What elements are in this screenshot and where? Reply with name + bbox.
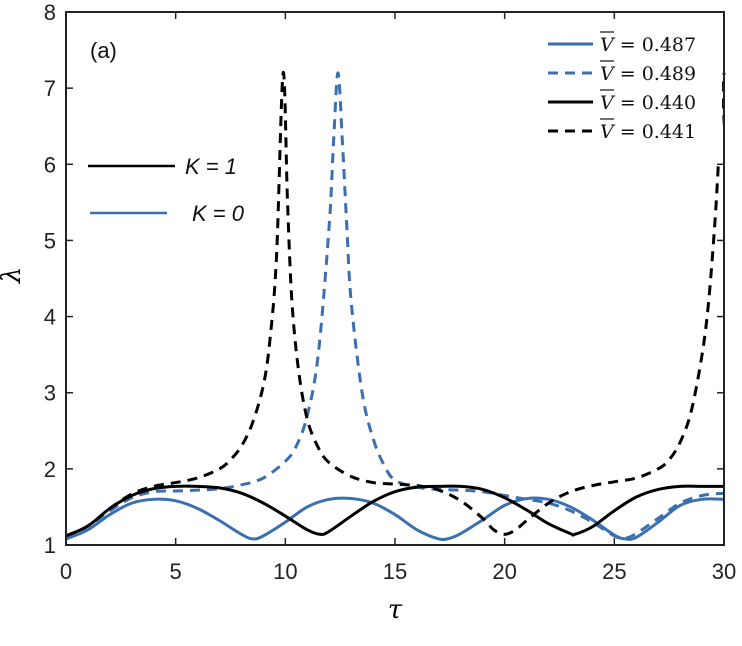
panel-label: (a) — [90, 38, 117, 63]
legend-v-symbol: V — [600, 34, 616, 56]
legend-v-symbol: V — [600, 121, 616, 143]
legend-label: V = 0.489 — [600, 63, 696, 85]
y-axis-label: λ — [0, 267, 27, 284]
legend-value: = 0.441 — [620, 121, 696, 143]
y-tick-label: 5 — [44, 228, 56, 253]
legend-label: V = 0.441 — [600, 121, 696, 143]
legend-value: = 0.489 — [620, 63, 696, 85]
legend-value: = 0.440 — [620, 92, 696, 114]
legend-label: V = 0.487 — [600, 34, 696, 56]
legend-v-symbol: V — [600, 63, 616, 85]
ticks: 0 5 10 15 20 25 30 1 2 3 4 5 6 7 8 — [44, 0, 736, 584]
series-line-1 — [65, 71, 725, 540]
series-line-2 — [65, 484, 724, 538]
legend-box — [538, 28, 722, 160]
x-axis-label: τ — [388, 595, 403, 625]
series-line-3 — [65, 71, 726, 538]
x-tick-label: 10 — [273, 559, 297, 584]
y-tick-label: 6 — [44, 152, 56, 177]
k-legend-label-k1: K = 1 — [185, 154, 237, 179]
y-tick-label: 2 — [44, 457, 56, 482]
x-tick-label: 15 — [383, 559, 407, 584]
legend-value: = 0.487 — [620, 34, 696, 56]
series-line-0 — [65, 496, 725, 542]
x-tick-label: 20 — [492, 559, 516, 584]
y-tick-label: 4 — [44, 305, 56, 330]
legend-label: V = 0.440 — [600, 92, 696, 114]
x-tick-label: 25 — [602, 559, 626, 584]
x-tick-label: 5 — [170, 559, 182, 584]
x-tick-label: 30 — [712, 559, 736, 584]
y-tick-label: 8 — [44, 0, 56, 25]
y-tick-label: 7 — [44, 76, 56, 101]
k-legend: K = 1 K = 0 — [88, 154, 245, 226]
x-tick-label: 0 — [60, 559, 72, 584]
legend-v-symbol: V — [600, 92, 616, 114]
y-tick-label: 1 — [44, 533, 56, 558]
k-legend-label-k0: K = 0 — [192, 201, 245, 226]
series-layer — [65, 71, 726, 542]
y-tick-label: 3 — [44, 381, 56, 406]
